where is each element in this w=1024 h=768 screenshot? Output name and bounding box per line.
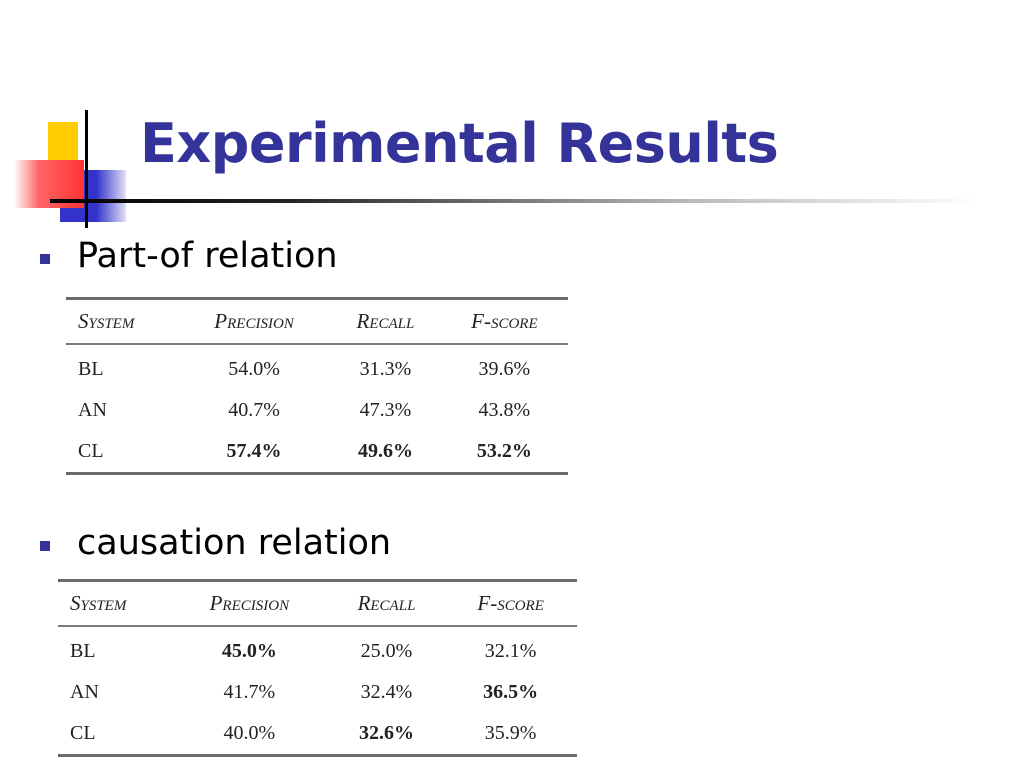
table-row: AN 41.7% 32.4% 36.5%: [58, 672, 577, 713]
cell-fscore: 39.6%: [478, 358, 531, 380]
bullet-label: Part-of relation: [77, 236, 338, 276]
header-system: System: [66, 298, 178, 345]
slide-title: Experimental Results: [140, 112, 779, 175]
table-row: BL 45.0% 25.0% 32.1%: [58, 626, 577, 672]
cell-precision: 57.4%: [226, 440, 282, 462]
cell-system: BL: [78, 358, 104, 380]
cell-fscore: 35.9%: [484, 722, 537, 744]
part-of-results-table: System Precision Recall F-score BL 54.0%…: [66, 297, 568, 475]
cell-fscore: 36.5%: [483, 681, 539, 703]
cell-system: CL: [70, 722, 96, 744]
cell-precision: 40.0%: [223, 722, 276, 744]
header-precision: Precision: [170, 580, 329, 627]
bullet-causation: causation relation: [40, 523, 391, 563]
cell-system: AN: [78, 399, 107, 421]
cell-system: CL: [78, 440, 104, 462]
header-fscore: F-score: [440, 298, 568, 345]
header-fscore: F-score: [444, 580, 577, 627]
header-recall: Recall: [330, 298, 441, 345]
bullet-square-icon: [40, 541, 50, 551]
cell-precision: 54.0%: [228, 358, 280, 380]
cell-system: BL: [70, 640, 96, 662]
bullet-part-of: Part-of relation: [40, 236, 338, 276]
cell-precision: 40.7%: [228, 399, 280, 421]
header-precision: Precision: [178, 298, 331, 345]
table-row: CL 40.0% 32.6% 35.9%: [58, 713, 577, 756]
cell-system: AN: [70, 681, 99, 703]
causation-results-table: System Precision Recall F-score BL 45.0%…: [58, 579, 577, 757]
cell-recall: 25.0%: [360, 640, 413, 662]
cell-fscore: 32.1%: [484, 640, 537, 662]
table-row: AN 40.7% 47.3% 43.8%: [66, 390, 568, 431]
cell-precision: 45.0%: [221, 640, 277, 662]
title-rule: [50, 199, 980, 203]
cell-recall: 49.6%: [357, 440, 413, 462]
cell-fscore: 53.2%: [476, 440, 532, 462]
cell-fscore: 43.8%: [478, 399, 531, 421]
table-row: BL 54.0% 31.3% 39.6%: [66, 344, 568, 390]
cell-recall: 47.3%: [359, 399, 412, 421]
cell-recall: 31.3%: [359, 358, 412, 380]
table-header-row: System Precision Recall F-score: [58, 580, 577, 627]
cell-precision: 41.7%: [223, 681, 276, 703]
cell-recall: 32.6%: [358, 722, 414, 744]
header-system: System: [58, 580, 170, 627]
bullet-square-icon: [40, 254, 50, 264]
header-recall: Recall: [328, 580, 445, 627]
deco-vertical-line: [85, 110, 88, 228]
table-header-row: System Precision Recall F-score: [66, 298, 568, 345]
bullet-label: causation relation: [77, 523, 392, 563]
table-row: CL 57.4% 49.6% 53.2%: [66, 431, 568, 474]
cell-recall: 32.4%: [360, 681, 413, 703]
